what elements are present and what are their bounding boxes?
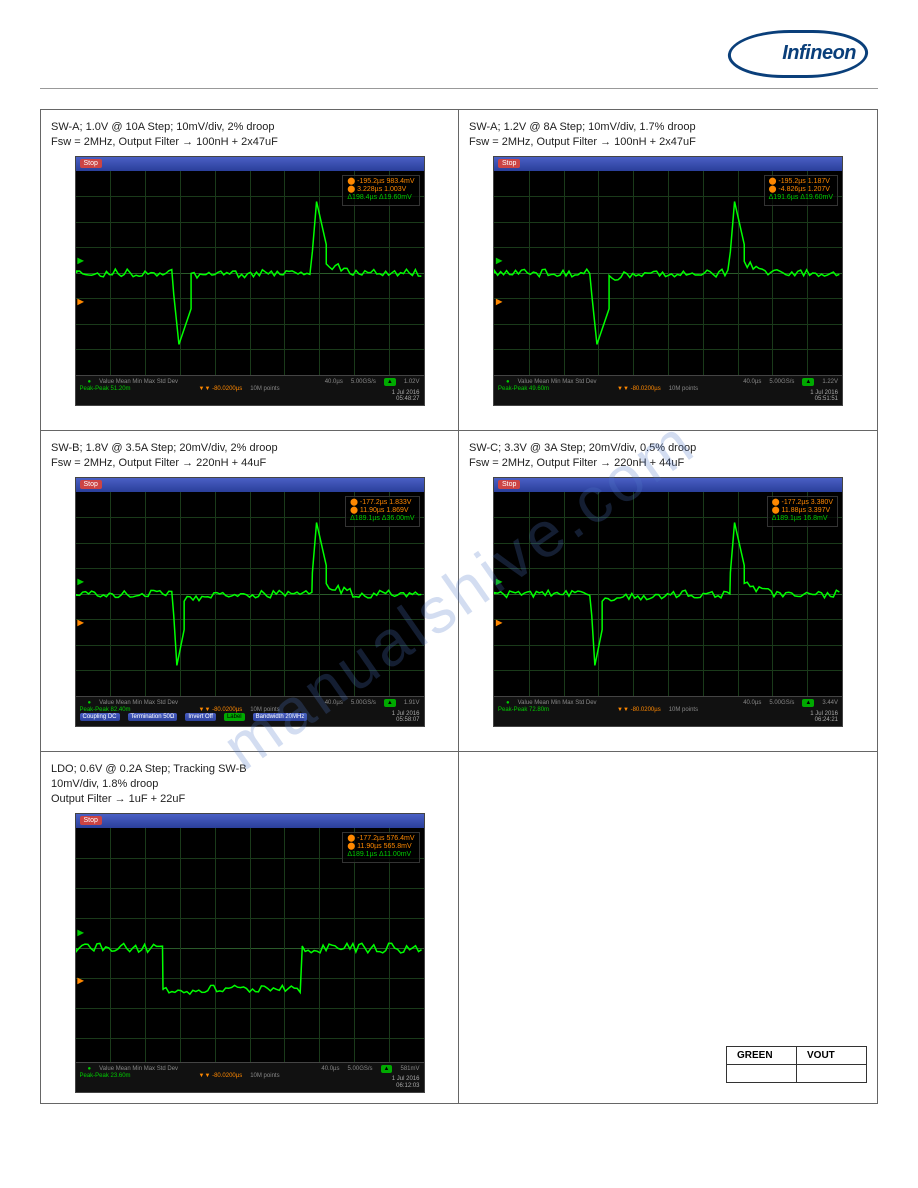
cell-header: SW-C; 3.3V @ 3A Step; 20mV/div, 0.5% dro… <box>469 441 867 471</box>
cell-title-l2: Fsw = 2MHz, Output Filter → 100nH + 2x47… <box>469 135 867 150</box>
cell-header: SW-A; 1.2V @ 8A Step; 10mV/div, 1.7% dro… <box>469 120 867 150</box>
cell-header: SW-A; 1.0V @ 10A Step; 10mV/div, 2% droo… <box>51 120 448 150</box>
cell-title-l1: SW-B; 1.8V @ 3.5A Step; 20mV/div, 2% dro… <box>51 441 448 456</box>
oscilloscope-capture: Stop⬤ -195.2µs 1.187V⬤ -4.826µs 1.207VΔ1… <box>493 156 843 406</box>
legend-empty <box>797 1064 867 1082</box>
legend-empty <box>727 1064 797 1082</box>
legend-signal: VOUT <box>797 1046 867 1064</box>
logo-text: Infineon <box>782 42 856 65</box>
infineon-logo: Infineon <box>708 30 878 80</box>
cell-swa-1v: SW-A; 1.0V @ 10A Step; 10mV/div, 2% droo… <box>41 110 459 430</box>
cell-title-l1: SW-A; 1.2V @ 8A Step; 10mV/div, 1.7% dro… <box>469 120 867 135</box>
grid-row: LDO; 0.6V @ 0.2A Step; Tracking SW-B 10m… <box>41 752 877 1103</box>
cell-title-l2: Fsw = 2MHz, Output Filter → 100nH + 2x47… <box>51 135 448 150</box>
page-header: Infineon <box>40 30 878 89</box>
legend-color: GREEN <box>727 1046 797 1064</box>
cell-title-l1: LDO; 0.6V @ 0.2A Step; Tracking SW-B <box>51 762 448 777</box>
cell-title-l2: 10mV/div, 1.8% droop <box>51 777 448 792</box>
cell-title-l1: SW-A; 1.0V @ 10A Step; 10mV/div, 2% droo… <box>51 120 448 135</box>
oscilloscope-capture: Stop⬤ -177.2µs 576.4mV⬤ 11.90µs 565.8mVΔ… <box>75 813 425 1093</box>
legend-table: GREEN VOUT <box>726 1046 867 1083</box>
cell-swb-1p8v: SW-B; 1.8V @ 3.5A Step; 20mV/div, 2% dro… <box>41 431 459 751</box>
cell-header: SW-B; 1.8V @ 3.5A Step; 20mV/div, 2% dro… <box>51 441 448 471</box>
oscilloscope-capture: Stop⬤ -195.2µs 983.4mV⬤ 3.228µs 1.003VΔ1… <box>75 156 425 406</box>
table-row: GREEN VOUT <box>727 1046 867 1064</box>
table-row <box>727 1064 867 1082</box>
grid-row: SW-B; 1.8V @ 3.5A Step; 20mV/div, 2% dro… <box>41 431 877 752</box>
cell-ldo: LDO; 0.6V @ 0.2A Step; Tracking SW-B 10m… <box>41 752 459 1103</box>
figure-grid: SW-A; 1.0V @ 10A Step; 10mV/div, 2% droo… <box>40 109 878 1104</box>
oscilloscope-capture: Stop⬤ -177.2µs 3.380V⬤ 11.88µs 3.397VΔ18… <box>493 477 843 727</box>
oscilloscope-capture: Stop⬤ -177.2µs 1.833V⬤ 11.90µs 1.869VΔ18… <box>75 477 425 727</box>
cell-title-l1: SW-C; 3.3V @ 3A Step; 20mV/div, 0.5% dro… <box>469 441 867 456</box>
cell-header: LDO; 0.6V @ 0.2A Step; Tracking SW-B 10m… <box>51 762 448 807</box>
cell-legend: GREEN VOUT <box>459 752 877 1103</box>
cell-title-l2: Fsw = 2MHz, Output Filter → 220nH + 44uF <box>469 456 867 471</box>
logo-wrap: Infineon <box>708 30 878 80</box>
cell-title-l2: Fsw = 2MHz, Output Filter → 220nH + 44uF <box>51 456 448 471</box>
cell-title-l3: Output Filter → 1uF + 22uF <box>51 792 448 807</box>
cell-swa-1p2v: SW-A; 1.2V @ 8A Step; 10mV/div, 1.7% dro… <box>459 110 877 430</box>
grid-row: SW-A; 1.0V @ 10A Step; 10mV/div, 2% droo… <box>41 110 877 431</box>
cell-swc-3p3v: SW-C; 3.3V @ 3A Step; 20mV/div, 0.5% dro… <box>459 431 877 751</box>
